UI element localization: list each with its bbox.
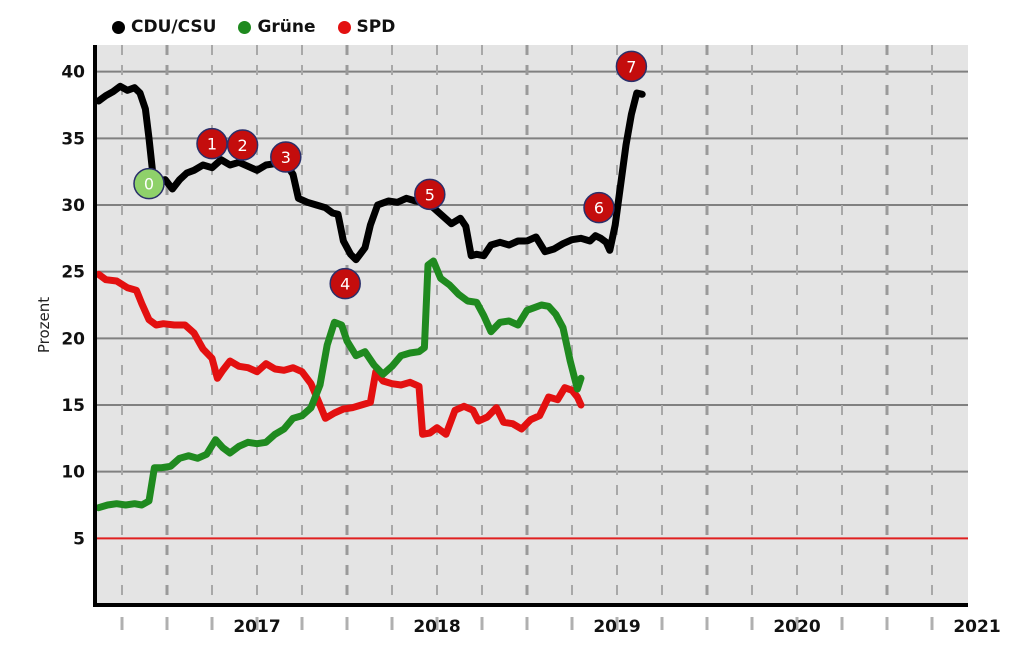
y-tick-label-20: 20: [61, 329, 85, 349]
legend-label-spd: SPD: [356, 17, 396, 37]
event-marker-5: [414, 178, 446, 211]
y-tick-label-40: 40: [61, 63, 85, 83]
x-tick-label-2020: 2020: [773, 617, 820, 637]
series-line-gr-ne: [95, 257, 585, 512]
event-marker-label-1: 1: [207, 135, 217, 154]
legend-item-cdu-csu[interactable]: CDU/CSU: [112, 17, 216, 37]
event-marker-label-5: 5: [425, 185, 435, 204]
y-tick-label-25: 25: [61, 263, 85, 283]
event-marker-3: [270, 141, 302, 173]
event-marker-label-7: 7: [626, 57, 636, 76]
x-tick-labels: 2017 2018 2019 2020 2021: [233, 617, 1000, 637]
legend-swatch-spd: [337, 20, 351, 34]
plot-background: [95, 45, 968, 605]
event-marker-0: [133, 167, 165, 200]
series-lines: [95, 82, 646, 512]
y-tick-label-30: 30: [61, 196, 85, 216]
series-line-spd: [95, 270, 585, 438]
legend-item-gruene[interactable]: Grüne: [238, 17, 316, 37]
event-marker-7: [615, 50, 648, 83]
y-tick-label-5: 5: [73, 529, 85, 549]
legend-label-gruene: Grüne: [257, 17, 316, 37]
event-marker-label-3: 3: [281, 148, 291, 167]
series-line-cdu-csu: [95, 82, 646, 264]
y-tick-label-10: 10: [61, 463, 85, 483]
y-tick-label-15: 15: [61, 396, 85, 416]
event-marker-label-4: 4: [340, 275, 350, 294]
event-markers: 0 1 2 3 4 5 6 7: [133, 50, 648, 300]
x-tick-label-2021: 2021: [953, 617, 1000, 637]
y-tick-labels: 5 10 15 20 25 30 35 40: [61, 63, 85, 550]
legend-item-spd[interactable]: SPD: [337, 17, 396, 37]
event-marker-6: [583, 191, 615, 224]
x-gridlines: [120, 45, 934, 630]
legend-swatch-cdu-csu: [112, 20, 125, 34]
y-gridlines: [95, 70, 968, 473]
chart-axes: [93, 45, 968, 607]
x-tick-label-2017: 2017: [233, 617, 280, 637]
legend-swatch-gruene: [238, 20, 252, 34]
event-marker-label-0: 0: [144, 175, 154, 194]
x-tick-label-2019: 2019: [593, 617, 640, 637]
event-marker-2: [226, 129, 259, 161]
event-marker-4: [329, 267, 361, 300]
y-tick-label-35: 35: [61, 129, 85, 149]
event-marker-label-6: 6: [594, 199, 604, 218]
legend-label-cdu-csu: CDU/CSU: [131, 17, 217, 37]
x-tick-label-2018: 2018: [413, 617, 460, 637]
chart-legend: CDU/CSU Grüne SPD: [112, 14, 417, 40]
y-axis-label: Prozent: [35, 296, 53, 354]
event-marker-label-2: 2: [238, 136, 248, 155]
